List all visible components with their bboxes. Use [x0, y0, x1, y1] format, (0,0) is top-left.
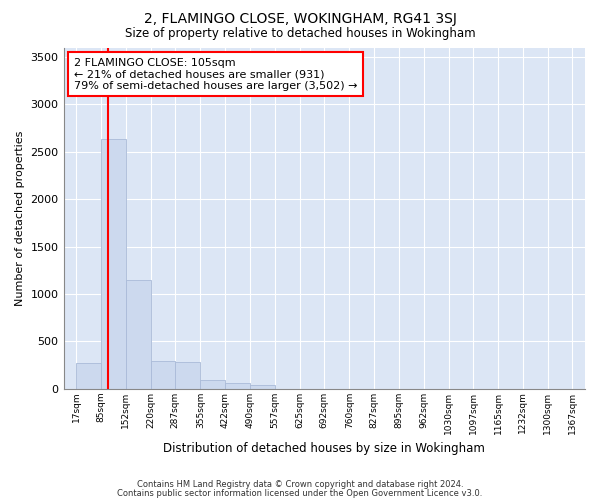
Bar: [101, 138, 125, 389]
X-axis label: Distribution of detached houses by size in Wokingham: Distribution of detached houses by size …: [163, 442, 485, 455]
Bar: [200, 380, 225, 389]
Text: 2, FLAMINGO CLOSE, WOKINGHAM, RG41 3SJ: 2, FLAMINGO CLOSE, WOKINGHAM, RG41 3SJ: [143, 12, 457, 26]
Text: Contains public sector information licensed under the Open Government Licence v3: Contains public sector information licen…: [118, 488, 482, 498]
Text: Size of property relative to detached houses in Wokingham: Size of property relative to detached ho…: [125, 28, 475, 40]
Y-axis label: Number of detached properties: Number of detached properties: [15, 130, 25, 306]
Text: Contains HM Land Registry data © Crown copyright and database right 2024.: Contains HM Land Registry data © Crown c…: [137, 480, 463, 489]
Bar: [250, 386, 275, 389]
Bar: [225, 383, 250, 389]
Bar: [175, 362, 200, 389]
Bar: [151, 362, 175, 389]
Bar: [125, 280, 151, 389]
Bar: [76, 363, 101, 389]
Text: 2 FLAMINGO CLOSE: 105sqm
← 21% of detached houses are smaller (931)
79% of semi-: 2 FLAMINGO CLOSE: 105sqm ← 21% of detach…: [74, 58, 358, 91]
